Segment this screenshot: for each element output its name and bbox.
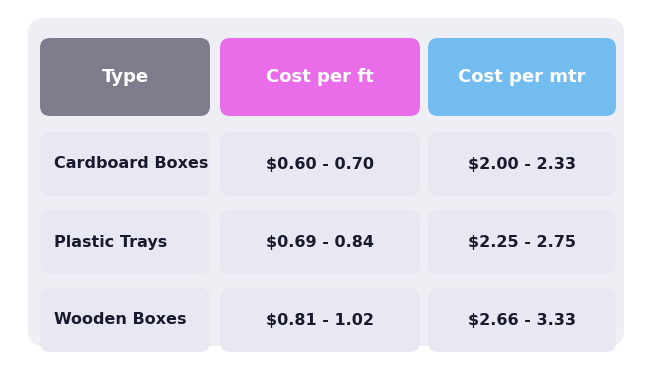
Text: Wooden Boxes: Wooden Boxes xyxy=(54,313,187,328)
FancyBboxPatch shape xyxy=(40,288,210,352)
Text: Cost per mtr: Cost per mtr xyxy=(458,68,586,86)
Text: $0.81 - 1.02: $0.81 - 1.02 xyxy=(266,313,374,328)
Text: $0.69 - 0.84: $0.69 - 0.84 xyxy=(266,235,374,249)
FancyBboxPatch shape xyxy=(28,18,624,346)
Text: Cardboard Boxes: Cardboard Boxes xyxy=(54,156,209,172)
FancyBboxPatch shape xyxy=(40,132,210,196)
Text: Cost per ft: Cost per ft xyxy=(266,68,374,86)
Text: $2.66 - 3.33: $2.66 - 3.33 xyxy=(468,313,576,328)
FancyBboxPatch shape xyxy=(428,288,616,352)
FancyBboxPatch shape xyxy=(220,288,420,352)
FancyBboxPatch shape xyxy=(428,38,616,116)
Text: $0.60 - 0.70: $0.60 - 0.70 xyxy=(266,156,374,172)
Text: Type: Type xyxy=(101,68,149,86)
FancyBboxPatch shape xyxy=(220,38,420,116)
Text: $2.25 - 2.75: $2.25 - 2.75 xyxy=(468,235,576,249)
Text: $2.00 - 2.33: $2.00 - 2.33 xyxy=(468,156,576,172)
FancyBboxPatch shape xyxy=(220,132,420,196)
FancyBboxPatch shape xyxy=(428,132,616,196)
FancyBboxPatch shape xyxy=(40,210,210,274)
FancyBboxPatch shape xyxy=(220,210,420,274)
FancyBboxPatch shape xyxy=(428,210,616,274)
Text: Plastic Trays: Plastic Trays xyxy=(54,235,167,249)
FancyBboxPatch shape xyxy=(40,38,210,116)
